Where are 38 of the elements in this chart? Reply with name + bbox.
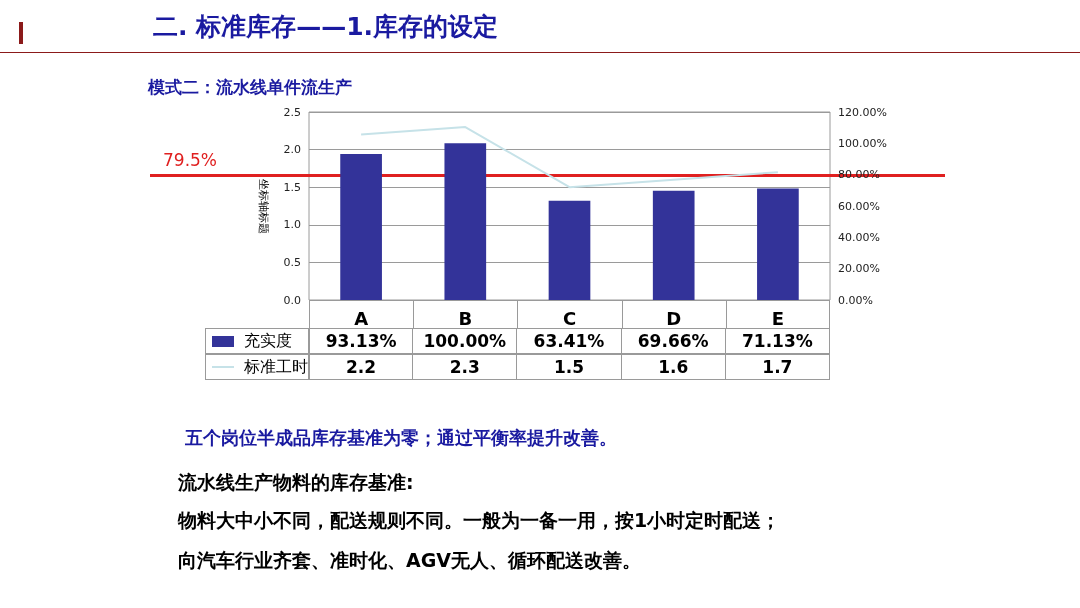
y2-tick-label: 120.00% [838, 105, 887, 119]
y-axis-title: 坐标轴标题 [257, 178, 270, 234]
y-tick-label: 2.0 [283, 143, 301, 157]
y-tick-label: 0.5 [283, 255, 301, 269]
y2-tick-label: 60.00% [838, 199, 880, 213]
x-tick-label: B [458, 307, 473, 329]
text: 流水线生产物料的库存基准: [178, 470, 414, 495]
ref-line-label: 79.5% [163, 149, 218, 170]
y2-tick-label: 0.00% [838, 293, 873, 307]
text: 向汽车行业齐套、准时化、AGV无人、循环配送改善。 [178, 548, 642, 573]
data-label: 2.2 [309, 354, 414, 380]
data-label: 100.00% [412, 328, 518, 354]
data-label: 93.13% [309, 328, 414, 354]
x-tick-label: A [354, 307, 369, 329]
data-label: 63.41% [516, 328, 622, 354]
y-tick-label: 1.0 [283, 218, 301, 232]
data-label: 71.13% [724, 328, 830, 354]
y2-tick-label: 80.00% [838, 168, 880, 182]
data-label: 1.7 [724, 354, 830, 380]
text: 物料大中小不同，配送规则不同。一般为一备一用，按1小时定时配送； [178, 508, 781, 533]
y-tick-label: 2.5 [283, 105, 301, 119]
y2-tick-label: 20.00% [838, 262, 880, 276]
data-label: 1.6 [620, 354, 726, 380]
data-label: 2.3 [412, 354, 518, 380]
legend-label: 充实度 [244, 330, 292, 352]
chart-title: 二. 标准库存——1.库存的设定 [153, 11, 499, 43]
y-tick-label: 0.0 [283, 293, 301, 307]
y-tick-label: 1.5 [283, 180, 301, 194]
x-tick-label: C [562, 307, 577, 329]
y2-tick-label: 100.00% [838, 136, 887, 150]
legend-label: 标准工时 [244, 356, 308, 378]
x-tick-label: D [666, 307, 682, 329]
chart-subtitle: 模式二：流水线单件流生产 [148, 76, 352, 99]
data-label: 69.66% [620, 328, 726, 354]
data-label: 1.5 [516, 354, 622, 380]
y2-tick-label: 40.00% [838, 230, 880, 244]
text: 五个岗位半成品库存基准为零；通过平衡率提升改善。 [185, 426, 617, 450]
x-tick-label: E [771, 307, 785, 329]
